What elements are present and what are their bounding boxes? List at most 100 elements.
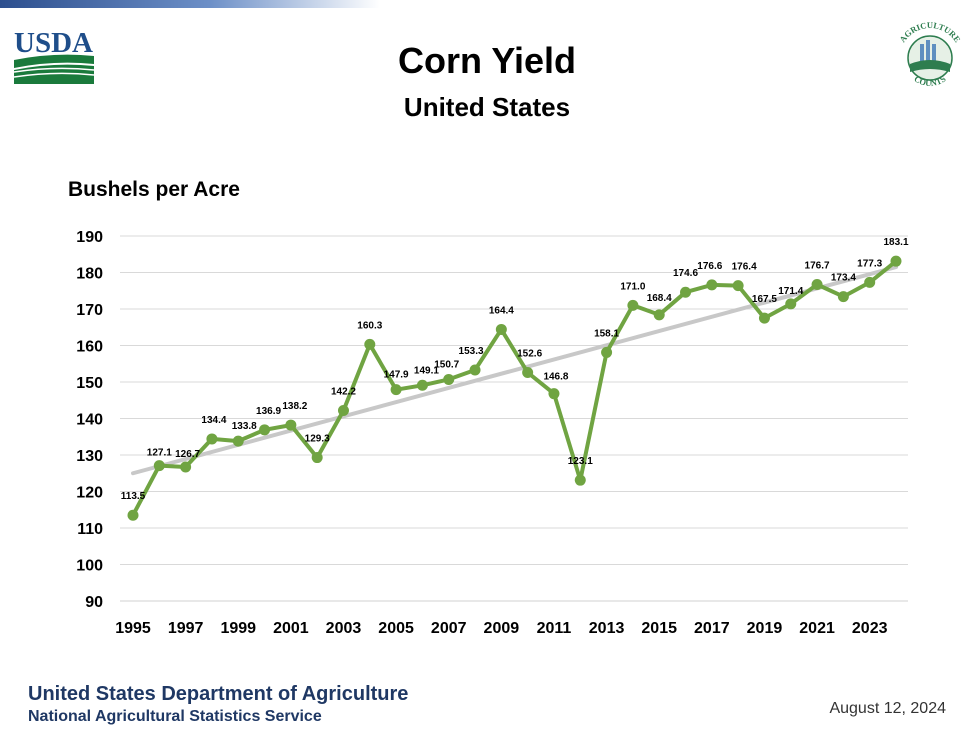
data-point	[732, 280, 744, 292]
y-tick-label: 160	[76, 339, 103, 356]
data-label: 142.2	[331, 386, 356, 397]
data-label: 176.7	[805, 261, 830, 272]
data-label: 113.5	[121, 491, 146, 502]
data-label: 152.6	[517, 349, 542, 360]
data-point	[206, 433, 218, 445]
x-tick-label: 2001	[273, 620, 309, 637]
data-point	[758, 312, 770, 324]
x-tick-label: 2007	[431, 620, 467, 637]
data-point	[127, 509, 139, 521]
x-tick-label: 2021	[799, 620, 835, 637]
chart-title: Corn Yield	[397, 40, 577, 81]
x-tick-label: 1995	[115, 620, 151, 637]
data-point	[390, 384, 402, 396]
data-label: 126.7	[175, 449, 200, 460]
data-label: 138.2	[282, 401, 307, 412]
y-tick-label: 190	[76, 229, 103, 246]
data-point	[337, 404, 349, 416]
y-tick-label: 140	[76, 412, 103, 429]
x-tick-label: 2005	[378, 620, 414, 637]
data-label: 146.8	[543, 372, 568, 383]
data-label: 136.9	[256, 406, 281, 417]
x-tick-label: 1999	[220, 620, 256, 637]
data-point	[364, 338, 376, 350]
x-tick-label: 1997	[168, 620, 204, 637]
data-point	[890, 255, 902, 267]
data-point	[706, 279, 718, 291]
data-point	[416, 379, 428, 391]
trendline-group	[131, 265, 898, 476]
x-tick-labels: 1995 1997 1999 2001 2003 2005 2007 2009 2011 2013…	[115, 620, 887, 637]
x-tick-label: 2015	[641, 620, 677, 637]
data-point	[548, 388, 560, 400]
data-label: 167.5	[752, 294, 777, 305]
data-label: 168.4	[647, 293, 672, 304]
chart-subtitle: United States	[403, 92, 571, 122]
x-tick-label: 2019	[747, 620, 783, 637]
data-label: 129.3	[305, 434, 330, 445]
x-tick-label: 2009	[484, 620, 520, 637]
data-label: 176.6	[697, 261, 722, 272]
data-point	[522, 367, 534, 379]
data-point	[153, 460, 165, 472]
x-tick-label: 2017	[694, 620, 730, 637]
data-label: 164.4	[489, 305, 514, 316]
data-point	[180, 461, 192, 473]
release-date: August 12, 2024	[829, 700, 946, 717]
data-label: 176.4	[732, 262, 757, 273]
data-label: 153.3	[459, 346, 484, 357]
x-tick-label: 2013	[589, 620, 625, 637]
data-label: 134.4	[201, 415, 226, 426]
y-tick-label: 180	[76, 266, 103, 283]
data-label: 174.6	[673, 268, 698, 279]
x-tick-label: 2023	[852, 620, 888, 637]
usda-logo-text: USDA	[14, 27, 93, 59]
y-tick-label: 130	[76, 448, 103, 465]
trendline	[131, 265, 898, 476]
data-point	[443, 373, 455, 385]
y-tick-label: 150	[76, 375, 103, 392]
data-label: 177.3	[857, 258, 882, 269]
data-point	[811, 279, 823, 291]
data-labels: 113.5 127.1 126.7 134.4 133.8 136.9 138.2 129.3…	[121, 237, 909, 502]
grid-lines	[120, 235, 908, 602]
x-tick-label: 2003	[326, 620, 362, 637]
data-label: 183.1	[883, 237, 908, 248]
data-point	[837, 291, 849, 303]
x-tick-label: 2011	[537, 620, 572, 637]
y-tick-label: 90	[85, 594, 103, 611]
y-tick-label: 100	[76, 558, 103, 575]
data-point	[232, 435, 244, 447]
y-tick-label: 110	[77, 521, 103, 538]
data-label: 133.8	[232, 421, 257, 432]
y-tick-label: 170	[76, 302, 103, 319]
usda-logo: USDA	[13, 27, 95, 84]
data-label: 127.1	[147, 448, 172, 459]
data-point	[601, 346, 613, 358]
data-label: 171.4	[778, 286, 803, 297]
data-point	[864, 276, 876, 288]
data-point	[627, 299, 639, 311]
data-point	[574, 474, 586, 486]
org-sub: National Agricultural Statistics Service	[28, 708, 322, 725]
data-point	[653, 309, 665, 321]
data-point	[785, 298, 797, 310]
org-name: United States Department of Agriculture	[28, 683, 409, 705]
data-label: 123.1	[568, 456, 593, 467]
data-label: 149.1	[414, 365, 439, 376]
y-tick-label: 120	[76, 485, 103, 502]
data-label: 160.3	[357, 320, 382, 331]
data-point	[285, 419, 297, 431]
data-point	[680, 286, 692, 298]
data-label: 150.7	[434, 359, 459, 370]
ag-logo-text-bottom: COUNTS	[912, 73, 947, 88]
header-accent-bar	[0, 0, 380, 8]
data-label: 158.1	[594, 328, 619, 339]
data-point	[469, 364, 481, 376]
series-points	[127, 255, 902, 521]
y-tick-labels: 90 100 110 120 130 140 150 160 170 180 190	[76, 229, 103, 611]
data-point	[495, 323, 507, 335]
data-label: 171.0	[620, 281, 645, 292]
data-label: 147.9	[384, 370, 409, 381]
